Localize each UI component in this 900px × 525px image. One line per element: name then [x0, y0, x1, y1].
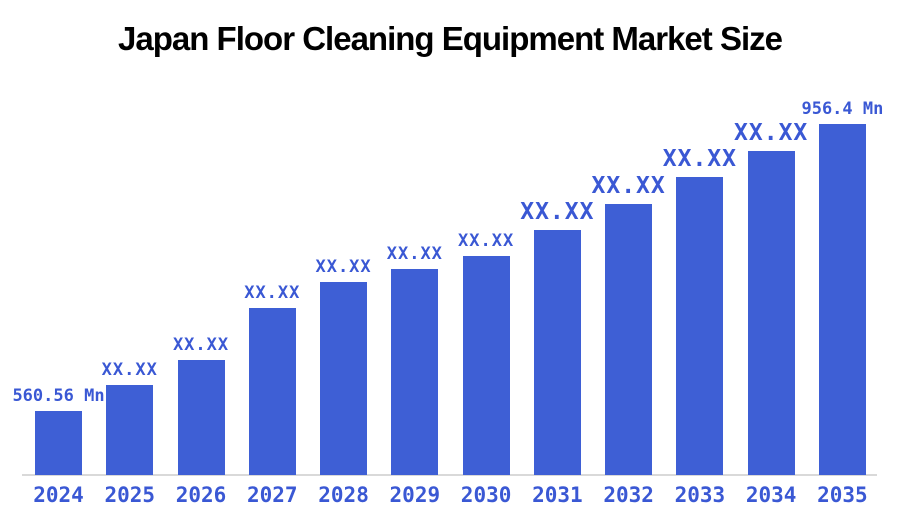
bar-2031: XX.XX: [520, 201, 593, 475]
bars-group: 560.56 Mn XX.XX XX.XX XX.XX XX.XX XX.XX XX.XX X…: [12, 85, 883, 475]
x-tick-2026: 2026: [175, 483, 227, 507]
x-tick-label-2027: 2027: [247, 483, 298, 507]
bar-2033: XX.XX: [663, 148, 736, 475]
bar-value-label-2027: XX.XX: [244, 283, 301, 303]
x-axis-line: [22, 474, 877, 476]
bar-value-label-2030: XX.XX: [458, 231, 515, 251]
x-tick-label-2034: 2034: [745, 483, 797, 507]
x-axis-labels: 2024 2025 2026 2027 2028 2029 2030 2031 2032 2033…: [33, 483, 868, 507]
x-tick-2025: 2025: [104, 483, 156, 507]
x-tick-label-2029: 2029: [389, 483, 441, 507]
x-tick-2034: 2034: [745, 483, 797, 507]
x-tick-2031: 2031: [532, 483, 583, 507]
x-tick-2029: 2029: [389, 483, 441, 507]
x-tick-label-2030: 2030: [460, 483, 512, 507]
x-tick-label-2031: 2031: [532, 483, 583, 507]
bar-2025: XX.XX: [102, 362, 157, 475]
bar-value-label-2025: XX.XX: [101, 360, 158, 380]
chart-title: Japan Floor Cleaning Equipment Market Si…: [118, 20, 783, 57]
bar-2026: XX.XX: [173, 337, 228, 475]
bar-2027: XX.XX: [244, 285, 299, 475]
bar-value-label-2024: 560.56 Mn: [12, 386, 105, 406]
x-tick-2030: 2030: [460, 483, 512, 507]
x-tick-2033: 2033: [674, 483, 726, 507]
bar-2029: XX.XX: [387, 246, 442, 475]
x-tick-label-2025: 2025: [104, 483, 156, 507]
x-tick-2028: 2028: [318, 483, 369, 507]
bar-value-label-2026: XX.XX: [172, 335, 230, 355]
bar-value-label-2032: XX.XX: [591, 173, 666, 199]
bar-2030: XX.XX: [458, 233, 513, 475]
x-tick-label-2033: 2033: [674, 483, 726, 507]
bar-2032: XX.XX: [592, 175, 665, 475]
bar-2034: XX.XX: [734, 122, 807, 475]
bar-2035: 956.4 Mn: [801, 101, 883, 475]
x-tick-2032: 2032: [603, 483, 654, 507]
x-tick-2024: 2024: [33, 483, 84, 507]
x-tick-label-2032: 2032: [603, 483, 654, 507]
bar-value-label-2028: XX.XX: [315, 257, 372, 277]
x-tick-label-2035: 2035: [817, 483, 868, 507]
bar-value-label-2031: XX.XX: [520, 199, 595, 225]
x-tick-2035: 2035: [817, 483, 868, 507]
x-tick-label-2026: 2026: [175, 483, 227, 507]
x-tick-2027: 2027: [247, 483, 298, 507]
bar-value-label-2029: XX.XX: [386, 244, 443, 264]
bar-value-label-2033: XX.XX: [662, 146, 738, 172]
x-tick-label-2024: 2024: [33, 483, 84, 507]
bar-value-label-2034: XX.XX: [734, 120, 809, 146]
bar-2028: XX.XX: [315, 259, 371, 475]
x-tick-label-2028: 2028: [318, 483, 369, 507]
bar-2024: 560.56 Mn: [12, 388, 105, 475]
bar-value-label-2035: 956.4 Mn: [801, 99, 884, 119]
